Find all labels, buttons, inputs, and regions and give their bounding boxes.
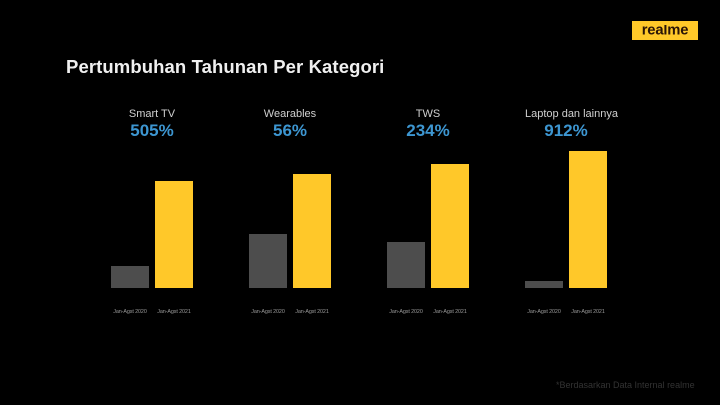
svg-text:realme: realme — [642, 25, 689, 37]
